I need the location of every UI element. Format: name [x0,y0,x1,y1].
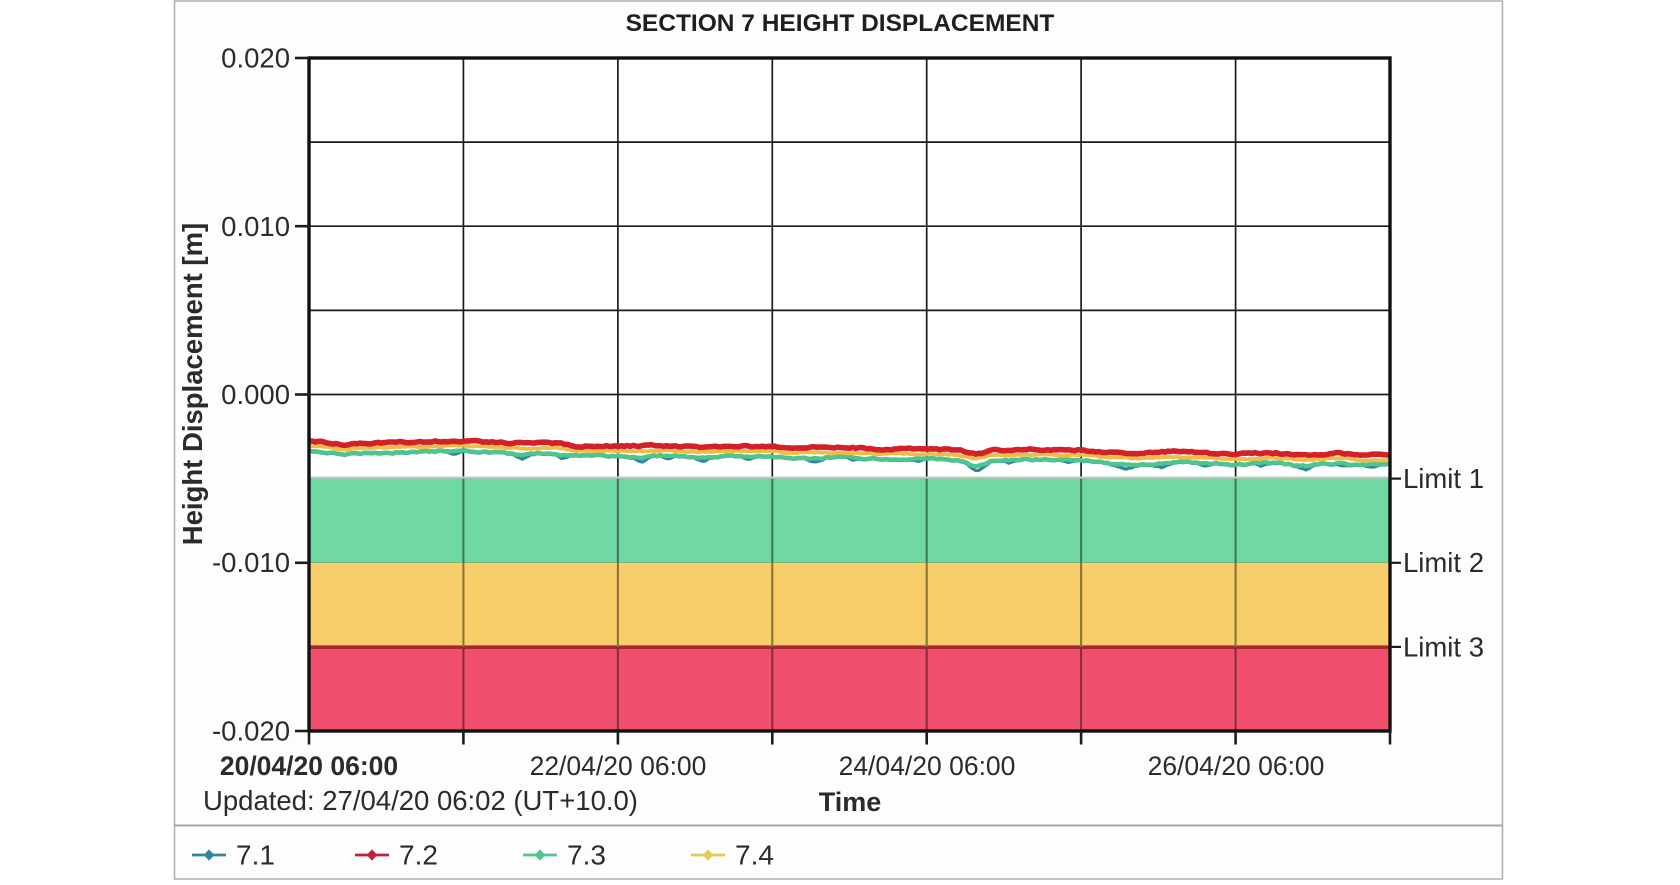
svg-text:7.4: 7.4 [735,840,774,871]
svg-text:24/04/20 06:00: 24/04/20 06:00 [839,751,1016,781]
svg-text:26/04/20 06:00: 26/04/20 06:00 [1148,751,1325,781]
svg-text:SECTION 7 HEIGHT DISPLACEMENT: SECTION 7 HEIGHT DISPLACEMENT [626,10,1055,37]
svg-text:22/04/20 06:00: 22/04/20 06:00 [530,751,707,781]
svg-text:7.3: 7.3 [567,840,606,871]
svg-text:Height Displacement [m]: Height Displacement [m] [177,223,208,545]
svg-text:7.2: 7.2 [399,840,438,871]
svg-text:Limit 2: Limit 2 [1403,547,1484,578]
svg-text:Limit 1: Limit 1 [1403,463,1484,494]
svg-text:Time: Time [819,787,882,817]
svg-text:20/04/20 06:00: 20/04/20 06:00 [220,751,398,781]
svg-text:0.000: 0.000 [221,379,290,410]
svg-text:-0.020: -0.020 [212,716,290,747]
svg-text:-0.010: -0.010 [212,547,290,578]
svg-text:7.1: 7.1 [236,840,275,871]
svg-text:Updated: 27/04/20 06:02 (UT+10: Updated: 27/04/20 06:02 (UT+10.0) [203,785,638,816]
svg-text:0.020: 0.020 [221,43,290,74]
svg-text:0.010: 0.010 [221,211,290,242]
svg-text:Limit 3: Limit 3 [1403,631,1484,662]
